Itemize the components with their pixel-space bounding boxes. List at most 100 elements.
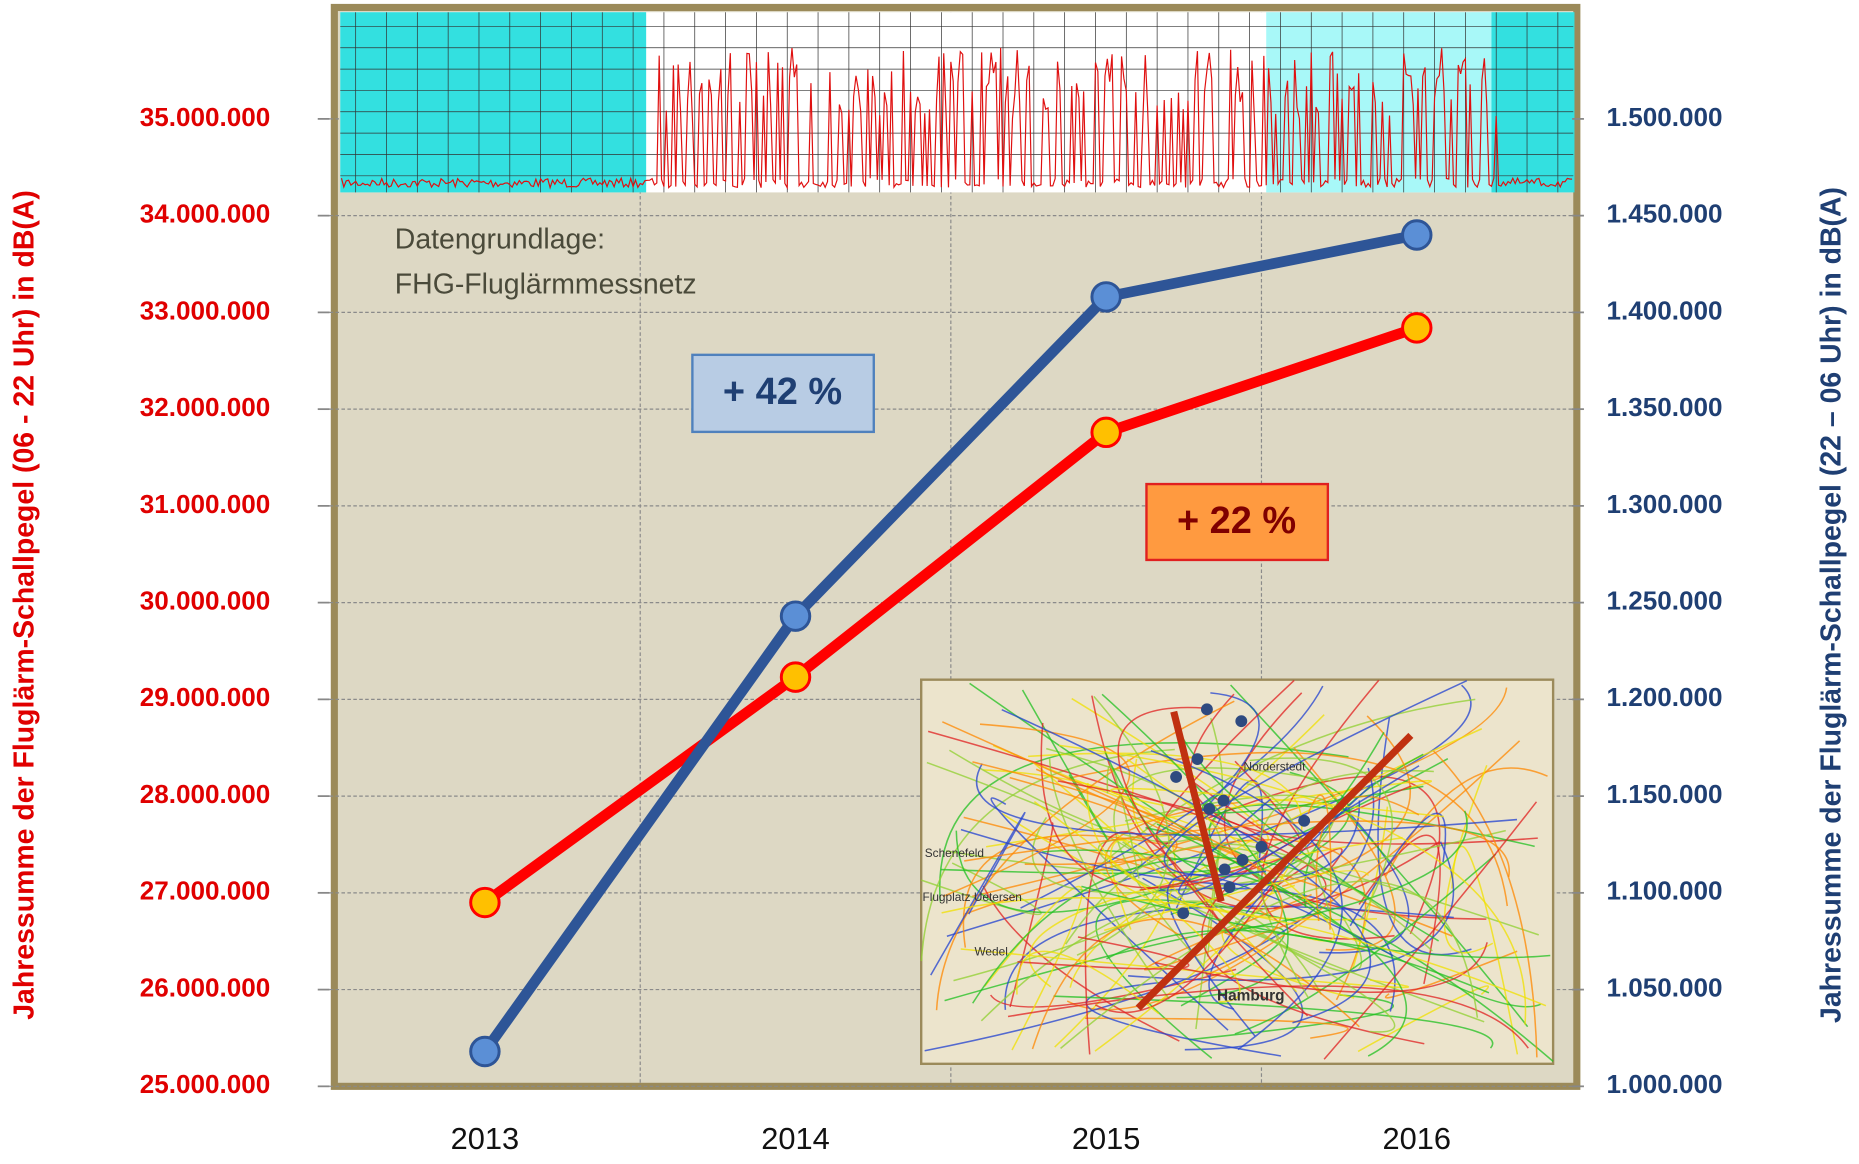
flight-track xyxy=(1101,693,1289,999)
flight-track xyxy=(1090,698,1476,874)
y-tick-label: 29.000.000 xyxy=(140,682,271,712)
flight-track xyxy=(1031,817,1506,894)
station xyxy=(1203,802,1216,815)
series-marker xyxy=(779,661,812,693)
flight-track xyxy=(1001,708,1371,1024)
y2-tick-label: 1.250.000 xyxy=(1606,586,1722,616)
flight-track xyxy=(1190,994,1394,1041)
annotation: + 42 % xyxy=(723,371,842,413)
station xyxy=(1218,863,1231,876)
y-tick-label: 27.000.000 xyxy=(140,876,271,906)
y-tick-label: 26.000.000 xyxy=(140,972,271,1002)
flight-track xyxy=(1303,753,1424,908)
y-tick-label: 34.000.000 xyxy=(140,199,271,229)
map-label: Hamburg xyxy=(1217,987,1285,1004)
flight-track xyxy=(1175,779,1264,909)
runway xyxy=(1170,710,1225,903)
flight-track xyxy=(1104,801,1241,941)
noise-strip xyxy=(340,12,1575,193)
station xyxy=(1236,853,1249,866)
annotation: FHG-Fluglärmmessnetz xyxy=(395,269,697,301)
flight-track xyxy=(1166,873,1394,1037)
series xyxy=(469,219,1433,1068)
flight-track xyxy=(1249,757,1394,920)
y-tick-label: 33.000.000 xyxy=(140,295,271,325)
flight-track xyxy=(1155,679,1295,845)
flight-track xyxy=(1117,706,1309,1017)
flight-track xyxy=(1033,801,1241,1003)
annotation-box xyxy=(691,353,875,434)
flight-track xyxy=(941,897,1547,1007)
y-tick-label: 31.000.000 xyxy=(140,489,271,519)
series-line xyxy=(480,229,1418,1055)
flight-track xyxy=(924,767,1375,1052)
station xyxy=(1235,715,1248,728)
station xyxy=(1170,770,1183,783)
x-tick-label: 2015 xyxy=(1072,1121,1141,1156)
flight-track xyxy=(1109,787,1444,818)
flight-track xyxy=(1349,812,1447,927)
strip-cyan xyxy=(1266,12,1492,193)
y2-tick-label: 1.050.000 xyxy=(1606,972,1722,1002)
station xyxy=(1217,794,1230,807)
y-tick-label: 28.000.000 xyxy=(140,779,271,809)
map-label: Flugplatz Uetersen xyxy=(922,890,1021,904)
flight-track xyxy=(1086,782,1377,921)
flight-track xyxy=(1081,885,1551,959)
flight-track xyxy=(1057,780,1269,891)
flight-track xyxy=(1066,740,1521,1011)
flight-track xyxy=(1040,722,1318,889)
y-tick-label: 35.000.000 xyxy=(140,102,271,132)
station xyxy=(1255,840,1268,853)
series-marker xyxy=(1401,312,1433,344)
flight-track xyxy=(927,730,1327,909)
flight-track xyxy=(964,820,1510,878)
x-tick-label: 2016 xyxy=(1383,1121,1452,1156)
flight-track xyxy=(1224,810,1468,934)
series-line xyxy=(481,322,1419,907)
flight-track xyxy=(1323,801,1538,1060)
annotation: + 22 % xyxy=(1177,500,1296,542)
flight-track xyxy=(1142,877,1304,1051)
flight-track xyxy=(1154,942,1488,993)
station xyxy=(1177,907,1190,920)
strip-cyan xyxy=(340,12,647,193)
flight-track xyxy=(942,723,1131,898)
series-marker xyxy=(469,1035,501,1068)
y-tick-label: 25.000.000 xyxy=(140,1069,271,1099)
y2-tick-label: 1.500.000 xyxy=(1606,102,1722,132)
y2-tick-label: 1.200.000 xyxy=(1606,682,1722,712)
flight-track xyxy=(935,700,1235,1011)
y2-tick-label: 1.450.000 xyxy=(1606,199,1722,229)
noise-trace xyxy=(340,47,1573,190)
flight-track xyxy=(1094,847,1297,1014)
flight-track xyxy=(1144,893,1323,971)
map-label: Wedel xyxy=(974,944,1007,958)
flight-track xyxy=(975,763,1518,836)
flight-track xyxy=(949,717,1224,843)
station xyxy=(1298,814,1311,827)
flight-track xyxy=(1084,1017,1349,1039)
flight-track xyxy=(1163,680,1468,876)
series-marker xyxy=(469,886,501,919)
flight-track xyxy=(1128,841,1455,981)
flight-track xyxy=(1021,689,1109,842)
x-tick-label: 2014 xyxy=(761,1121,830,1156)
x-tick-label: 2013 xyxy=(451,1121,520,1156)
y-axis-title: Jahressumme der Fluglärm-Schallpegel (06… xyxy=(9,190,41,1020)
flight-track xyxy=(921,862,1042,916)
flight-track xyxy=(1076,695,1170,956)
flight-track xyxy=(983,769,1176,1048)
station xyxy=(1223,881,1236,894)
flight-track xyxy=(1020,685,1324,909)
series-marker xyxy=(1401,219,1433,251)
flight-track xyxy=(1307,794,1332,930)
y2-tick-label: 1.100.000 xyxy=(1606,876,1722,906)
y-tick-label: 32.000.000 xyxy=(140,392,271,422)
flight-track xyxy=(1256,769,1434,999)
flight-track xyxy=(920,748,1175,962)
flight-track xyxy=(1234,920,1396,1033)
y2-tick-label: 1.400.000 xyxy=(1606,295,1722,325)
y2-tick-label: 1.000.000 xyxy=(1606,1069,1722,1099)
